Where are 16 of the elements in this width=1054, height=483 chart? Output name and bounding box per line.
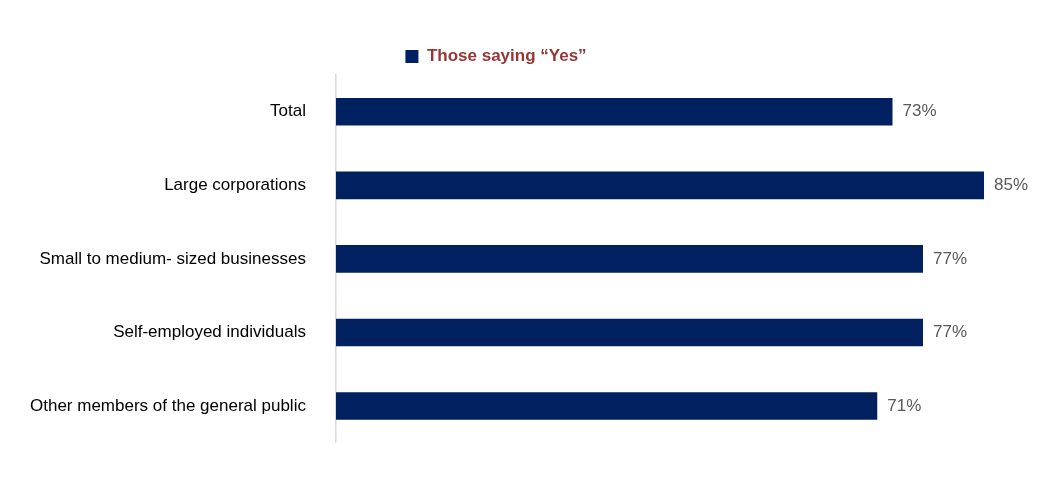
data-label: 77% [933, 322, 968, 342]
data-label: 73% [902, 101, 937, 121]
legend-label: Those saying “Yes” [426, 46, 587, 66]
y-tick-label: Self-employed individuals [113, 322, 306, 342]
bar [335, 318, 923, 347]
bar [335, 171, 984, 200]
bar [335, 245, 923, 273]
data-label: 71% [887, 395, 922, 415]
bar [335, 97, 893, 126]
y-tick-label: Small to medium- sized businesses [39, 248, 306, 268]
y-tick-label: Total [270, 101, 306, 121]
bar [335, 392, 878, 420]
y-tick-label: Other members of the general public [30, 395, 307, 415]
data-label: 85% [994, 175, 1029, 195]
data-label: 77% [933, 248, 968, 268]
y-tick-label: Large corporations [164, 175, 306, 195]
